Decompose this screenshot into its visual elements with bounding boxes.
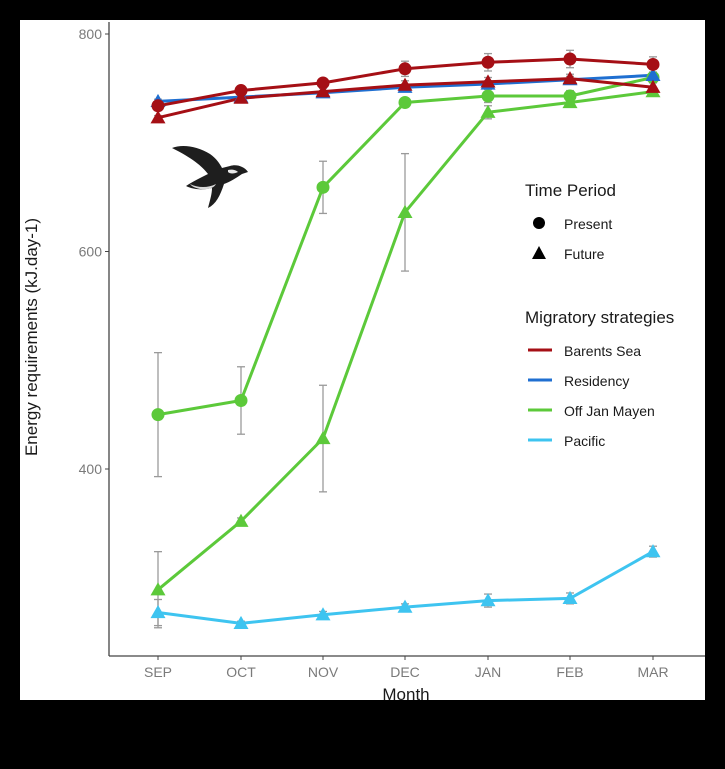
x-tick-label: FEB <box>556 664 583 680</box>
data-point-triangle <box>150 582 166 596</box>
y-axis-title: Energy requirements (kJ.day-1) <box>22 218 41 456</box>
data-point-circle <box>151 99 165 113</box>
data-point-triangle <box>150 605 166 619</box>
legend-label-barents-sea: Barents Sea <box>564 343 641 359</box>
legend-migratory-strategies: Migratory strategies Barents Sea Residen… <box>525 308 674 449</box>
data-point-triangle <box>562 71 578 85</box>
flying-seabird-icon <box>172 146 248 208</box>
line-chart: 400 600 800 SEP OCT NOV DEC JAN FEB MAR Month Ene… <box>22 22 705 700</box>
data-point-triangle <box>645 67 661 81</box>
error-bars <box>154 49 657 629</box>
y-tick-label: 600 <box>79 244 103 260</box>
data-point-triangle <box>233 90 249 104</box>
data-point-circle <box>316 180 330 194</box>
x-axis-title: Month <box>382 685 429 700</box>
data-point-circle <box>563 89 577 103</box>
data-point-circle <box>481 89 495 103</box>
data-point-triangle <box>233 615 249 630</box>
data-point-triangle <box>480 74 496 88</box>
data-point-circle <box>398 62 412 76</box>
data-point-circle <box>234 84 248 98</box>
data-point-circle <box>151 408 165 422</box>
data-point-triangle <box>315 84 331 98</box>
legend-label-future: Future <box>564 246 605 262</box>
axes: 400 600 800 SEP OCT NOV DEC JAN FEB MAR <box>79 22 705 680</box>
data-point-circle <box>646 57 660 71</box>
x-tick-label: DEC <box>390 664 420 680</box>
legend-triangle-icon <box>532 246 546 259</box>
data-point-triangle <box>150 110 166 124</box>
legend-label-pacific: Pacific <box>564 433 605 449</box>
x-tick-label: OCT <box>226 664 256 680</box>
x-tick-label: NOV <box>308 664 339 680</box>
chart-panel: 400 600 800 SEP OCT NOV DEC JAN FEB MAR Month Ene… <box>20 20 705 700</box>
legend-title-strategies: Migratory strategies <box>525 308 674 327</box>
data-point-triangle <box>397 204 413 218</box>
x-tick-label: SEP <box>144 664 172 680</box>
data-point-triangle <box>480 593 496 607</box>
legend-label-residency: Residency <box>564 373 629 389</box>
y-tick-label: 800 <box>79 26 103 42</box>
legend-title-time-period: Time Period <box>525 181 616 200</box>
data-point-circle <box>398 96 412 110</box>
data-point-triangle <box>480 104 496 118</box>
y-tick-label: 400 <box>79 461 103 477</box>
series-markers <box>150 52 661 630</box>
data-point-circle <box>563 52 577 66</box>
data-point-triangle <box>562 590 578 605</box>
data-point-triangle <box>315 607 331 621</box>
data-point-circle <box>316 76 330 90</box>
data-point-triangle <box>397 77 413 91</box>
x-tick-label: JAN <box>475 664 501 680</box>
data-point-triangle <box>645 79 661 93</box>
x-tick-label: MAR <box>637 664 668 680</box>
data-point-triangle <box>645 544 661 558</box>
data-point-triangle <box>315 431 331 445</box>
data-point-circle <box>481 55 495 69</box>
legend-circle-icon <box>533 217 545 229</box>
legend-time-period: Time Period Present Future <box>525 181 616 262</box>
series-lines <box>157 57 654 625</box>
legend-label-off-jan-mayen: Off Jan Mayen <box>564 403 655 419</box>
data-point-circle <box>234 393 248 407</box>
data-point-triangle <box>233 513 249 527</box>
data-point-triangle <box>397 599 413 613</box>
legend-label-present: Present <box>564 216 612 232</box>
